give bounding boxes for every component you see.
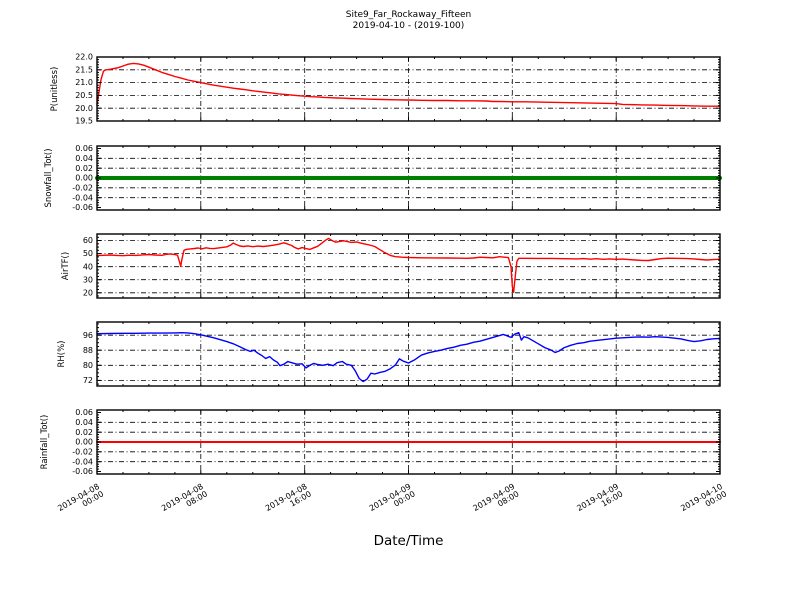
y-tick-label: 88 — [83, 346, 93, 355]
subplot-snowfall-tot: 0.060.040.020.00-0.02-0.04-0.06 Snowfall_… — [44, 144, 722, 212]
series-line-airtf — [96, 237, 721, 294]
y-tick-label: -0.02 — [72, 447, 93, 456]
y-axis-label-rh: RH(%) — [57, 340, 67, 367]
y-tick-label: -0.06 — [72, 203, 93, 212]
axes-frame — [96, 56, 721, 122]
y-axis-label-airtf: AirTF() — [61, 252, 71, 280]
x-tick-label: 2019-04-0800:00 — [56, 482, 105, 520]
subplot-rh: 96 88 80 72 RH(%) — [57, 321, 721, 387]
x-tick-label: 2019-04-0900:00 — [368, 482, 417, 520]
subplot-airtf: 60 50 40 30 20 AirTF() — [61, 233, 721, 299]
y-axis-label-rainfall-tot: Rainfall_Tot() — [40, 415, 50, 470]
x-tick-label: 2019-04-1000:00 — [679, 482, 728, 520]
series-line-p-unitless — [96, 62, 721, 107]
y-tick-label: 0.06 — [75, 144, 93, 153]
y-tick-label: 0.00 — [75, 438, 93, 447]
y-tick-label: 21.5 — [75, 65, 93, 74]
y-tick-label: 0.04 — [75, 418, 93, 427]
y-tick-label: 20.5 — [75, 91, 93, 100]
y-tick-label: -0.04 — [72, 193, 93, 202]
axes-frame — [96, 321, 721, 387]
axes-frame — [96, 233, 721, 299]
y-tick-label: 80 — [83, 361, 93, 370]
chart-subtitle: 2019-04-10 - (2019-100) — [352, 21, 465, 31]
y-axis-label-p-unitless: P(unitless) — [50, 67, 60, 112]
y-tick-label: 60 — [83, 236, 93, 245]
x-tick-label: 2019-04-0808:00 — [160, 482, 209, 520]
y-tick-label: -0.06 — [72, 467, 93, 476]
y-tick-label: 72 — [83, 376, 93, 385]
y-tick-label: -0.04 — [72, 457, 93, 466]
chart-title: Site9_Far_Rockaway_Fifteen — [345, 10, 472, 20]
y-tick-label: 20.0 — [75, 104, 93, 113]
y-tick-label: 30 — [83, 275, 93, 284]
x-tick-label: 2019-04-0908:00 — [472, 482, 521, 520]
y-tick-label: 0.02 — [75, 164, 93, 173]
y-tick-label: 21.0 — [75, 78, 93, 87]
y-tick-label: 50 — [83, 249, 93, 258]
subplot-rainfall-tot: 0.060.040.020.00-0.02-0.04-0.06 Rainfall_… — [40, 408, 721, 476]
series-line-rh — [96, 332, 721, 383]
x-axis-title: Date/Time — [373, 533, 444, 549]
y-tick-label: 0.06 — [75, 408, 93, 417]
y-tick-label: 20 — [83, 288, 93, 297]
y-tick-label: 40 — [83, 262, 93, 271]
x-tick-label: 2019-04-0816:00 — [264, 482, 313, 520]
y-tick-label: 0.04 — [75, 154, 93, 163]
y-axis-label-snowfall-tot: Snowfall_Tot() — [44, 148, 54, 207]
y-tick-label: 19.5 — [75, 117, 93, 126]
y-tick-label: -0.02 — [72, 183, 93, 192]
y-tick-label: 22.0 — [75, 53, 93, 62]
y-tick-label: 96 — [83, 331, 93, 340]
y-tick-label: 0.00 — [75, 174, 93, 183]
y-tick-label: 0.02 — [75, 428, 93, 437]
x-tick-label: 2019-04-0916:00 — [575, 482, 624, 520]
subplot-p-unitless: 22.0 21.5 21.0 20.5 20.0 19.5 P(unitless) — [50, 53, 721, 126]
